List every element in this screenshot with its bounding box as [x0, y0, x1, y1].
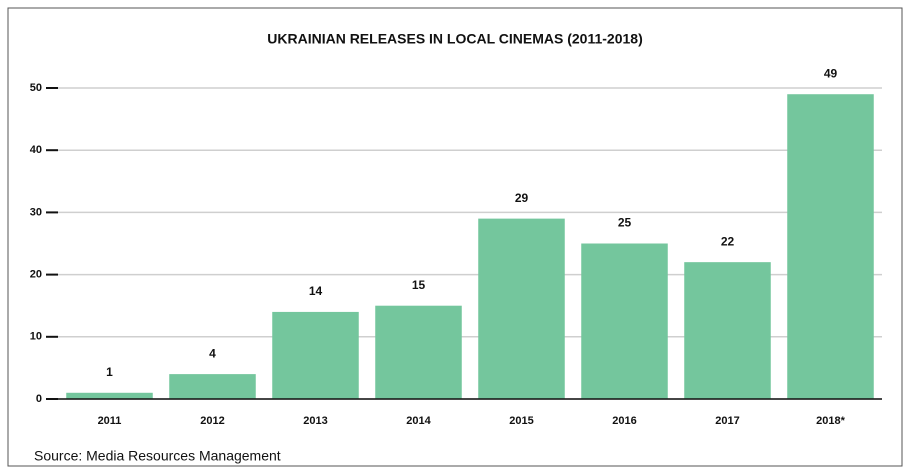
- x-tick-label: 2011: [98, 415, 122, 427]
- y-tick-label: 50: [30, 82, 42, 94]
- value-label: 14: [309, 284, 323, 298]
- x-tick-label: 2014: [406, 415, 431, 427]
- y-tick-label: 40: [30, 144, 42, 156]
- chart-title: UKRAINIAN RELEASES IN LOCAL CINEMAS (201…: [267, 31, 642, 47]
- y-tick-label: 0: [36, 393, 42, 405]
- source: Source: Media Resources Management: [34, 448, 281, 464]
- x-tick-label: 2012: [200, 415, 224, 427]
- bar: [66, 392, 153, 399]
- y-tick-label: 10: [30, 331, 42, 343]
- x-tick-label: 2016: [612, 415, 636, 427]
- value-label: 1: [106, 365, 113, 379]
- x-tick-label: 2015: [509, 415, 533, 427]
- y-tick-label: 30: [30, 206, 42, 218]
- bar: [375, 305, 462, 399]
- frame: [7, 7, 903, 467]
- value-label: 29: [515, 191, 529, 205]
- bar: [787, 94, 874, 399]
- x-tick-label: 2017: [715, 415, 739, 427]
- value-label: 15: [412, 278, 426, 292]
- bar: [478, 218, 565, 399]
- bar: [272, 311, 359, 399]
- bar: [169, 374, 256, 399]
- value-label: 22: [721, 234, 735, 248]
- y-tick-label: 20: [30, 269, 42, 281]
- value-label: 25: [618, 216, 632, 230]
- x-tick-label: 2013: [303, 415, 327, 427]
- x-tick-label: 2018*: [816, 415, 845, 427]
- value-label: 4: [209, 346, 216, 360]
- bar: [581, 243, 668, 399]
- value-label: 49: [824, 66, 838, 80]
- bar: [684, 262, 771, 399]
